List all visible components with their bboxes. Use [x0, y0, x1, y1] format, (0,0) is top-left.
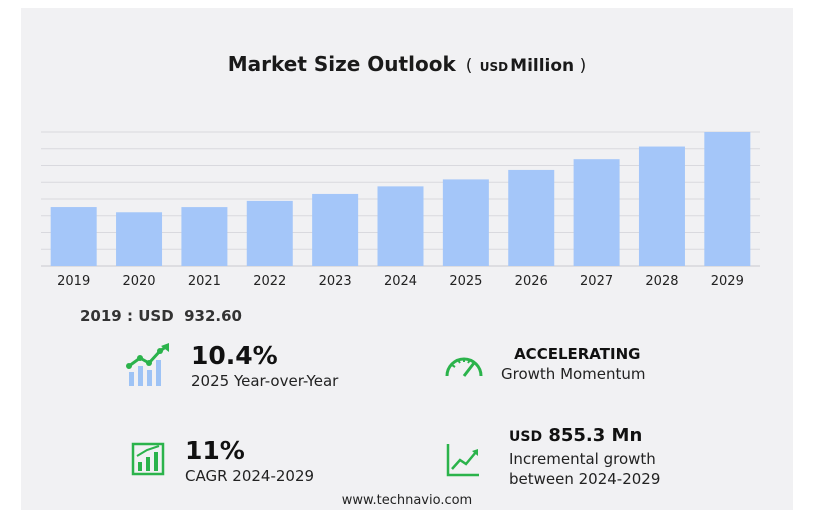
yoy-value: 10.4% — [191, 341, 278, 370]
first-year-value: 2019 : USD 932.60 — [80, 307, 242, 325]
bar-2024 — [377, 186, 424, 266]
cagr-value: 11% — [185, 436, 245, 465]
x-tick-label-2025: 2025 — [449, 274, 482, 289]
x-tick-label-2023: 2023 — [319, 274, 352, 289]
momentum-label: Growth Momentum — [501, 365, 646, 383]
incremental-value: USD 855.3 Mn — [509, 425, 643, 446]
bar-growth-chart-icon — [126, 343, 169, 386]
incremental-label-line1: Incremental growth — [509, 450, 656, 468]
x-tick-label-2027: 2027 — [580, 274, 613, 289]
bar-2019 — [50, 207, 97, 266]
chart-x-labels: 2019 2020 2021 2022 2023 2024 2025 2026 2027 2028… — [57, 274, 744, 289]
chart-title: Market Size Outlook ( USD Million ) — [21, 52, 793, 76]
x-tick-label-2019: 2019 — [57, 274, 90, 289]
yoy-label: 2025 Year-over-Year — [191, 372, 339, 390]
x-tick-label-2028: 2028 — [645, 274, 678, 289]
bar-2025 — [442, 179, 489, 266]
chart-bars — [50, 132, 751, 266]
report-card: Market Size Outlook( USD Million ) 2019 20… — [21, 8, 793, 510]
bar-2029 — [704, 132, 751, 266]
bar-2027 — [573, 159, 620, 266]
cagr-label: CAGR 2024-2029 — [185, 467, 315, 485]
incremental-label-line2: between 2024-2029 — [509, 470, 661, 488]
x-tick-label-2022: 2022 — [253, 274, 286, 289]
x-tick-label-2020: 2020 — [122, 274, 155, 289]
bar-2021 — [181, 207, 228, 266]
x-tick-label-2021: 2021 — [188, 274, 221, 289]
bar-2026 — [508, 169, 555, 266]
speedometer-icon — [445, 357, 483, 377]
bar-2023 — [312, 193, 359, 266]
x-tick-label-2026: 2026 — [515, 274, 548, 289]
incremental-stat: USD 855.3 Mn Incremental growth between … — [509, 424, 660, 489]
rising-bars-icon — [131, 442, 165, 476]
x-tick-label-2029: 2029 — [711, 274, 744, 289]
cagr-stat: 11% CAGR 2024-2029 — [185, 436, 314, 486]
trend-line-icon — [446, 444, 479, 477]
chart-title-text: Market Size Outlook — [227, 52, 456, 76]
chart-unit-scale: Million — [510, 56, 575, 76]
yoy-stat: 10.4% 2025 Year-over-Year — [191, 341, 338, 391]
bar-2020 — [116, 212, 163, 266]
momentum-stat: ACCELERATING Growth Momentum — [501, 344, 646, 384]
bar-2028 — [638, 146, 685, 266]
chart-unit-currency: USD — [479, 60, 509, 74]
momentum-value: ACCELERATING — [514, 345, 641, 363]
x-tick-label-2024: 2024 — [384, 274, 417, 289]
bar-2022 — [246, 200, 293, 266]
bar-chart: 2019 2020 2021 2022 2023 2024 2025 2026 2027 2028… — [41, 131, 760, 289]
chart-unit: ( USD Million ) — [465, 56, 587, 76]
source-footer: www.technavio.com — [341, 493, 473, 508]
